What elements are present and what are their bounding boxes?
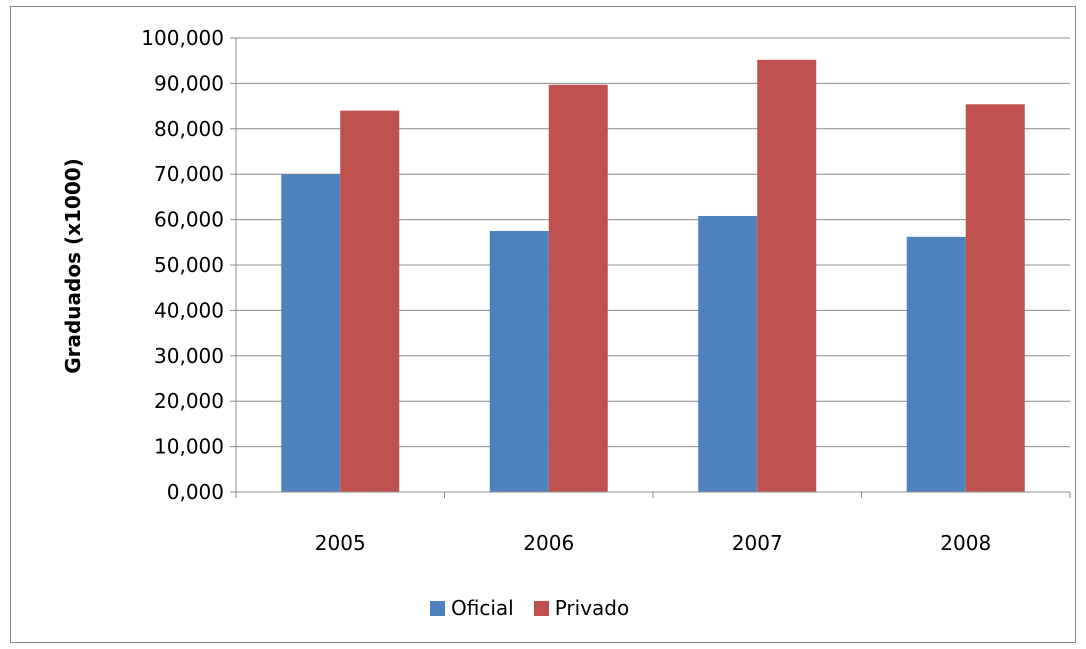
y-tick-label: 40,000: [154, 298, 224, 322]
bar-privado-2008: [965, 104, 1025, 492]
x-tick-label: 2008: [940, 531, 991, 555]
bars: [281, 59, 1025, 493]
y-tick-label: 60,000: [154, 208, 224, 232]
legend: Oficial Privado: [430, 594, 629, 622]
legend-swatch-privado: [533, 600, 549, 616]
y-tick-label: 100,000: [141, 26, 224, 50]
axes: [230, 37, 1071, 498]
y-tick-label: 10,000: [154, 435, 224, 459]
bar-privado-2006: [548, 84, 608, 493]
y-tick-label: 0,000: [167, 480, 224, 504]
x-tick-label: 2005: [315, 531, 366, 555]
legend-item-oficial: Oficial: [430, 596, 514, 620]
legend-label-privado: Privado: [554, 596, 630, 620]
bar-oficial-2005: [281, 174, 341, 492]
bar-privado-2005: [340, 110, 400, 492]
y-tick-label: 50,000: [154, 253, 224, 277]
bar-privado-2007: [757, 59, 817, 493]
y-axis-title: Graduados (x1000): [61, 158, 85, 374]
legend-swatch-oficial: [430, 600, 445, 616]
x-tick-label: 2007: [732, 531, 783, 555]
y-tick-labels: 0,000 10,000 20,000 30,000 40,000 50,000 60,00…: [141, 26, 224, 504]
y-tick-label: 70,000: [154, 162, 224, 186]
legend-item-privado: Privado: [533, 596, 630, 620]
bar-oficial-2008: [906, 236, 966, 492]
bar-oficial-2006: [489, 230, 549, 492]
legend-label-oficial: Oficial: [451, 596, 514, 620]
bar-oficial-2007: [698, 215, 758, 492]
x-tick-label: 2006: [523, 531, 574, 555]
y-tick-label: 20,000: [154, 389, 224, 413]
y-tick-label: 90,000: [154, 71, 224, 95]
y-tick-label: 80,000: [154, 117, 224, 141]
x-tick-labels: 2005 2006 2007 2008: [315, 531, 991, 555]
y-tick-label: 30,000: [154, 344, 224, 368]
